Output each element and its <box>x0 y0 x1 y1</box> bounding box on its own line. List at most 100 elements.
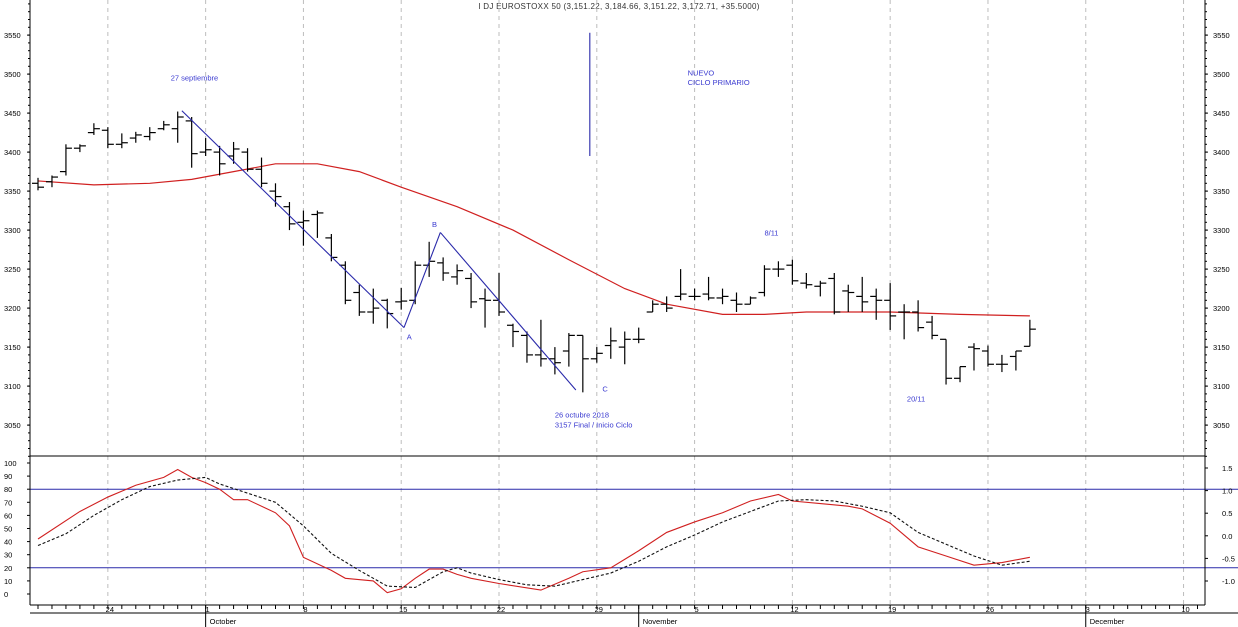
ohlc-bar <box>143 127 156 141</box>
ohlc-bar <box>367 288 380 324</box>
y-tick-label-right: 3350 <box>1213 187 1230 196</box>
trend-line <box>439 232 577 391</box>
x-tick-label: 19 <box>888 605 896 614</box>
ohlc-bar <box>562 333 575 367</box>
ohlc-bar <box>520 331 533 363</box>
ohlc-bar <box>157 120 170 131</box>
price-layer <box>32 32 1036 393</box>
osc-tick-label-left: 90 <box>4 472 12 481</box>
ohlc-bar <box>1023 319 1036 347</box>
x-tick-label: 10 <box>1181 605 1189 614</box>
annotation-label: CICLO PRIMARIO <box>688 78 750 87</box>
ohlc-bar <box>786 259 799 285</box>
ohlc-bar <box>842 284 855 312</box>
ohlc-bar <box>800 273 813 289</box>
ohlc-bar <box>548 347 561 375</box>
ohlc-bar <box>1009 350 1022 371</box>
ohlc-bar <box>730 292 743 312</box>
ohlc-bar <box>45 175 58 188</box>
x-tick-label: 22 <box>497 605 505 614</box>
ohlc-bar <box>940 338 953 385</box>
ohlc-bar <box>576 334 589 393</box>
y-tick-label-left: 3150 <box>4 343 21 352</box>
osc-tick-label-left: 10 <box>4 577 12 586</box>
osc-tick-label-left: 30 <box>4 551 12 560</box>
ohlc-bar <box>269 183 282 207</box>
annotation-label: 3157 Final / Inicio Ciclo <box>555 420 633 429</box>
oscillator-main-line <box>37 468 1030 594</box>
y-tick-label-left: 3400 <box>4 148 21 157</box>
ohlc-bar <box>381 298 394 329</box>
osc-tick-label-right: -1.0 <box>1222 577 1235 586</box>
y-tick-label-left: 3500 <box>4 70 21 79</box>
ohlc-bar <box>59 144 72 176</box>
y-tick-label-left: 3100 <box>4 382 21 391</box>
y-tick-label-left: 3250 <box>4 265 21 274</box>
y-tick-label-left: 3200 <box>4 304 21 313</box>
ohlc-bar <box>828 273 841 315</box>
ohlc-bar <box>758 265 771 297</box>
ohlc-bar <box>995 354 1008 373</box>
oscillator-signal-line <box>37 476 1030 589</box>
osc-tick-label-right: 1.5 <box>1222 464 1232 473</box>
ohlc-bar <box>674 269 687 301</box>
ohlc-bar <box>660 296 673 312</box>
annotation-label: A <box>407 332 412 341</box>
x-tick-label: 1 <box>206 605 210 614</box>
ohlc-bar <box>241 148 254 172</box>
ohlc-bar <box>954 366 967 383</box>
ohlc-bar <box>590 347 603 363</box>
annotation-label: 27 septiembre <box>171 73 219 82</box>
annotation-label: 8/11 <box>764 229 778 238</box>
ohlc-bar <box>87 123 100 135</box>
x-month-label: November <box>643 617 678 626</box>
ohlc-bar <box>814 280 827 297</box>
ohlc-bar <box>465 273 478 309</box>
x-tick-label: 29 <box>595 605 603 614</box>
ohlc-bar <box>339 261 352 305</box>
annotation-label: C <box>602 385 608 394</box>
ohlc-bar <box>688 288 701 301</box>
ohlc-bar <box>967 343 980 371</box>
frame-layer <box>29 0 1238 614</box>
osc-tick-label-left: 0 <box>4 590 8 599</box>
osc-tick-label-right: 0.5 <box>1222 509 1232 518</box>
y-tick-label-right: 3300 <box>1213 226 1230 235</box>
ohlc-bar <box>506 323 519 348</box>
y-tick-label-right: 3100 <box>1213 382 1230 391</box>
trend-line <box>403 232 441 328</box>
ohlc-bar <box>744 296 757 305</box>
ohlc-bar <box>32 177 44 191</box>
x-tick-label: 15 <box>399 605 407 614</box>
ohlc-bar <box>646 300 659 313</box>
ohlc-bar <box>618 331 631 365</box>
ohlc-bar <box>395 287 408 310</box>
grid-layer <box>107 0 1185 627</box>
x-tick-label: 26 <box>986 605 994 614</box>
osc-tick-label-left: 60 <box>4 511 12 520</box>
ohlc-bar <box>479 288 492 328</box>
chart-title: I DJ EUROSTOXX 50 (3,151.22, 3,184.66, 3… <box>478 2 760 11</box>
ohlc-bar <box>185 117 198 168</box>
axis-layer: 24 1 8 15 22 29 5 12 19 26 3 10 October November Decem… <box>4 3 1235 626</box>
annotation-label: NUEVO <box>688 69 715 78</box>
ohlc-bar <box>213 145 226 176</box>
y-tick-label-left: 3350 <box>4 187 21 196</box>
ohlc-bar <box>981 345 994 367</box>
osc-tick-label-right: 0.0 <box>1222 532 1232 541</box>
ohlc-bar <box>297 210 310 246</box>
x-month-label: October <box>210 617 237 626</box>
x-tick-label: 5 <box>695 605 699 614</box>
ohlc-bar <box>534 319 547 367</box>
x-tick-label: 8 <box>303 605 307 614</box>
ohlc-bar <box>702 276 715 301</box>
ohlc-bar <box>255 157 268 188</box>
osc-tick-label-left: 80 <box>4 485 12 494</box>
ohlc-bar <box>451 264 464 285</box>
x-tick-label: 12 <box>790 605 798 614</box>
ohlc-bar <box>115 133 128 149</box>
ohlc-bar <box>437 257 450 281</box>
osc-tick-label-right: -0.5 <box>1222 554 1235 563</box>
